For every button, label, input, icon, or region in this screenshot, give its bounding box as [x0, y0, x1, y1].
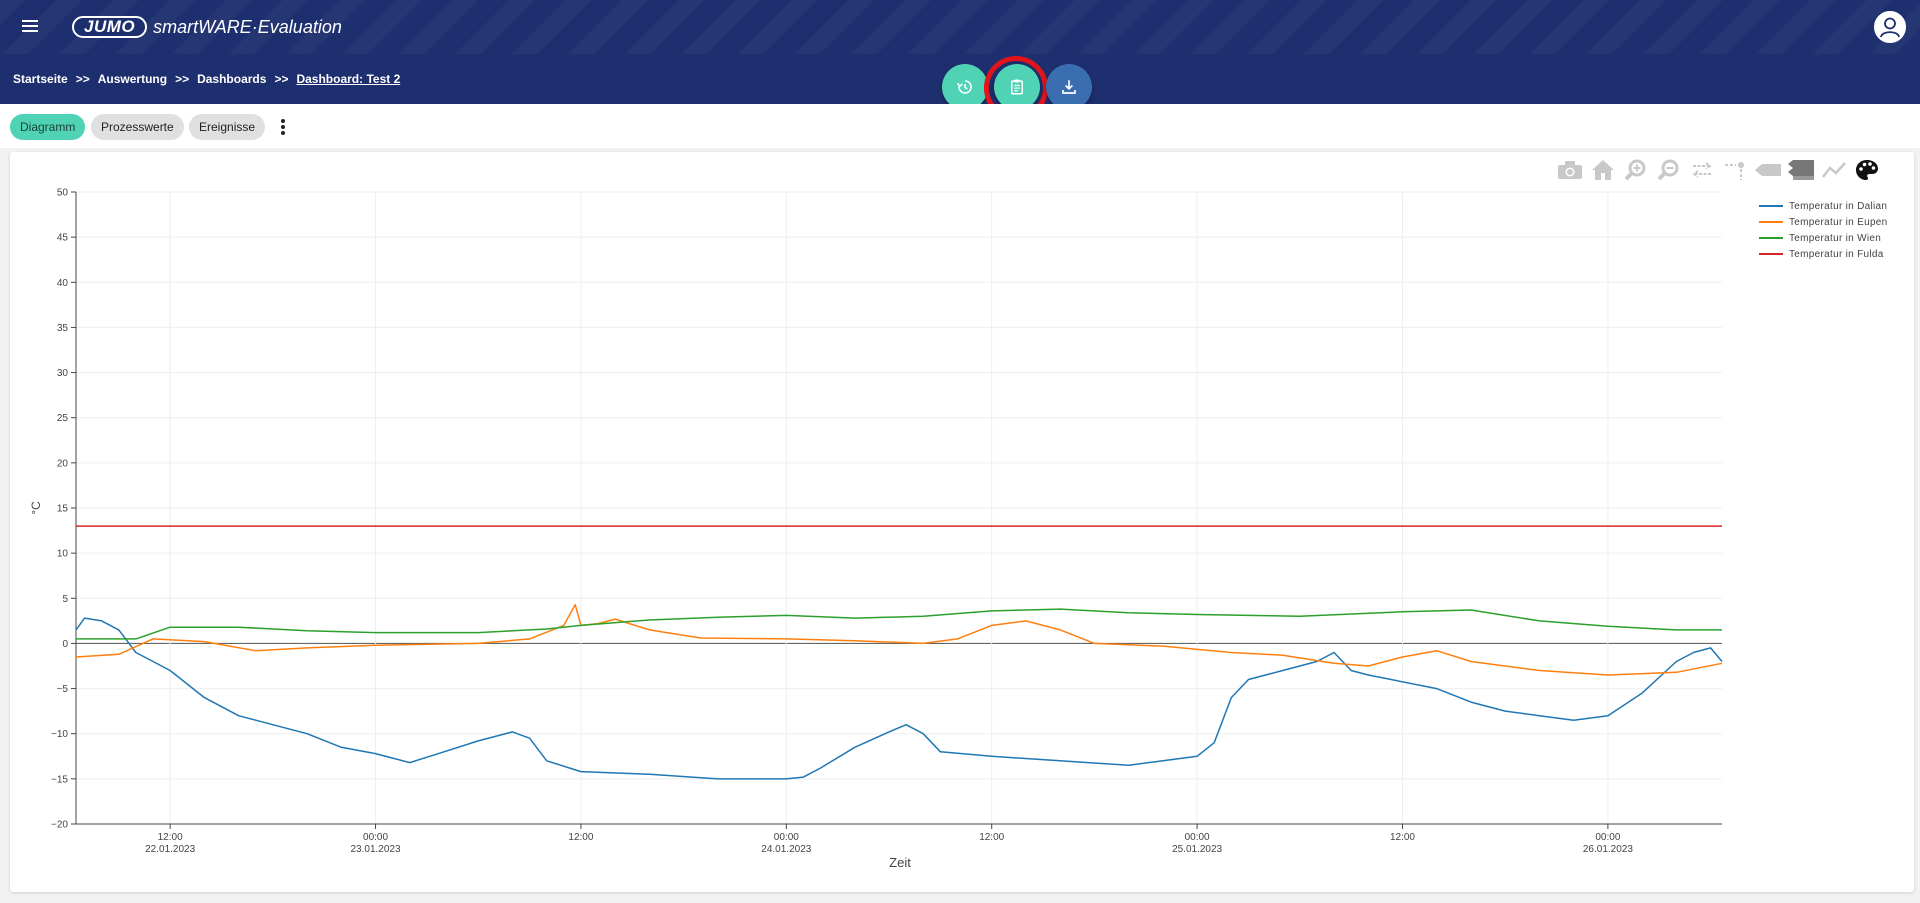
pan-icon[interactable] — [1687, 158, 1716, 182]
breadcrumb-auswertung[interactable]: Auswertung — [97, 72, 168, 86]
legend-swatch — [1759, 205, 1783, 207]
more-options-icon[interactable] — [278, 118, 288, 136]
history-icon — [956, 80, 972, 94]
legend-item[interactable]: Temperatur in Dalian — [1759, 198, 1888, 214]
home-icon[interactable] — [1588, 158, 1617, 182]
user-avatar-icon[interactable] — [1874, 11, 1906, 43]
toggle-lines-icon[interactable] — [1819, 158, 1848, 182]
legend-swatch — [1759, 253, 1783, 255]
hamburger-menu-icon[interactable] — [20, 17, 40, 37]
breadcrumb-startseite[interactable]: Startseite — [13, 72, 68, 86]
app-logo[interactable]: JUMO smartWARE·Evaluation — [72, 15, 342, 39]
chart-toolbar — [1555, 158, 1881, 182]
logo-brand: JUMO — [72, 16, 148, 38]
hover-compare-icon[interactable] — [1786, 158, 1815, 182]
legend-label: Temperatur in Fulda — [1789, 248, 1884, 260]
breadcrumb-current-dashboard[interactable]: Dashboard: Test 2 — [296, 72, 401, 86]
hover-closest-icon[interactable] — [1753, 158, 1782, 182]
legend-item[interactable]: Temperatur in Wien — [1759, 230, 1888, 246]
legend-item[interactable]: Temperatur in Eupen — [1759, 214, 1888, 230]
chart-card — [10, 152, 1914, 892]
download-icon — [1062, 80, 1076, 94]
breadcrumb-separator: >> — [175, 72, 190, 86]
tab-diagramm[interactable]: Diagramm — [10, 114, 86, 140]
legend-swatch — [1759, 221, 1783, 223]
legend-item[interactable]: Temperatur in Fulda — [1759, 246, 1888, 262]
legend-swatch — [1759, 237, 1783, 239]
spike-lines-icon[interactable] — [1720, 158, 1749, 182]
camera-icon[interactable] — [1555, 158, 1584, 182]
breadcrumb-dashboards[interactable]: Dashboards — [197, 72, 267, 86]
palette-icon[interactable] — [1852, 158, 1881, 182]
clipboard-icon — [1011, 79, 1023, 95]
download-button[interactable] — [1046, 64, 1092, 110]
app-header: JUMO smartWARE·Evaluation — [0, 0, 1920, 54]
chart-legend: Temperatur in Dalian Temperatur in Eupen T… — [1759, 198, 1888, 262]
zoom-out-icon[interactable] — [1654, 158, 1683, 182]
legend-label: Temperatur in Eupen — [1789, 216, 1888, 228]
clipboard-button[interactable] — [994, 64, 1040, 110]
zoom-in-icon[interactable] — [1621, 158, 1650, 182]
legend-label: Temperatur in Dalian — [1789, 200, 1888, 212]
tab-ereignisse[interactable]: Ereignisse — [189, 114, 266, 140]
tab-bar: Diagramm Prozesswerte Ereignisse — [0, 104, 1920, 148]
breadcrumb: Startseite >> Auswertung >> Dashboards >… — [13, 72, 400, 86]
logo-product: smartWARE·Evaluation — [153, 16, 342, 37]
legend-label: Temperatur in Wien — [1789, 232, 1882, 244]
history-button[interactable] — [942, 64, 988, 110]
breadcrumb-separator: >> — [75, 72, 90, 86]
breadcrumb-separator: >> — [274, 72, 289, 86]
tab-prozesswerte[interactable]: Prozesswerte — [91, 114, 184, 140]
